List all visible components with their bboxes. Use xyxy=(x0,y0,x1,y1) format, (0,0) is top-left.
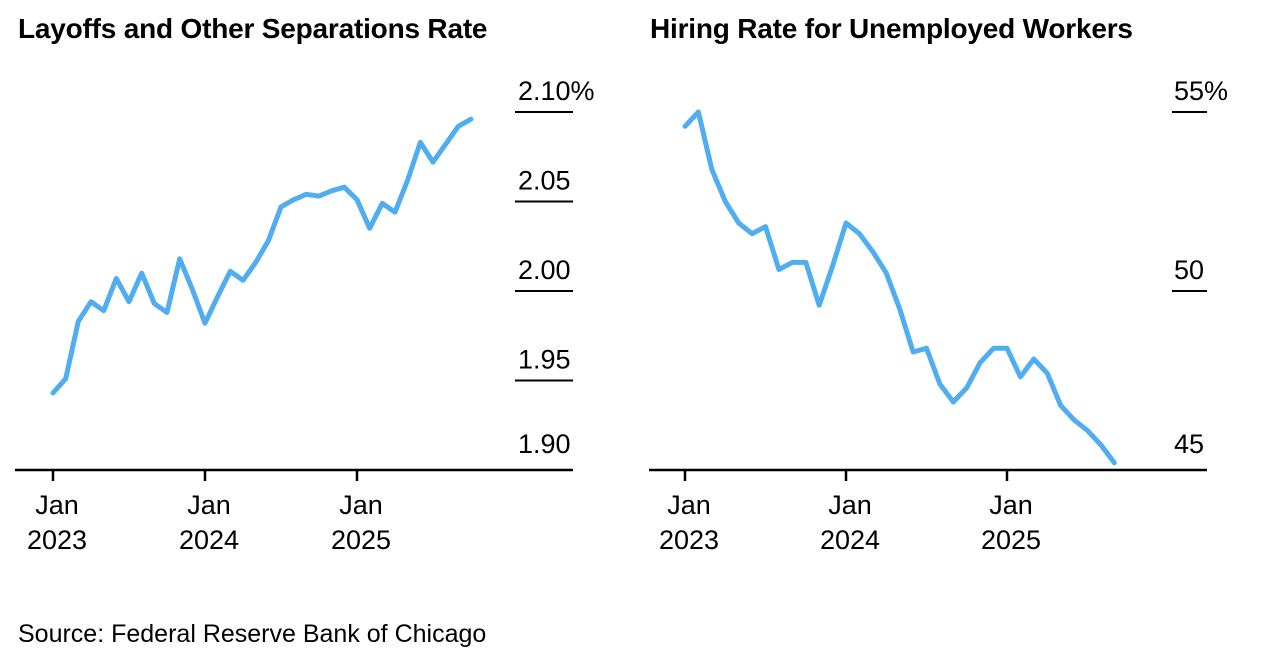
x-tick-label-month: Jan xyxy=(339,490,383,520)
chart-1: Jan 2023 Jan 2024 Jan 2025 55% 50 45 xyxy=(649,76,1228,555)
y-tick-label: 45 xyxy=(1174,429,1204,459)
y-tick-label: 55% xyxy=(1174,76,1228,106)
y-tick-label: 2.05 xyxy=(518,166,571,196)
x-tick-label-month: Jan xyxy=(989,490,1033,520)
x-tick-label-year: 2024 xyxy=(179,525,239,555)
x-tick-label-month: Jan xyxy=(35,490,79,520)
x-tick-label-year: 2024 xyxy=(820,525,880,555)
y-tick-label: 1.95 xyxy=(518,345,571,375)
source-note: Source: Federal Reserve Bank of Chicago xyxy=(18,620,487,648)
chart-title-hiring: Hiring Rate for Unemployed Workers xyxy=(650,13,1133,44)
x-tick-label-year: 2023 xyxy=(27,525,87,555)
y-tick-label: 1.90 xyxy=(518,429,571,459)
chart-0: Jan 2023 Jan 2024 Jan 2025 2.10% 2.05 2.00 1.95 1.… xyxy=(15,76,595,555)
x-tick-label-year: 2025 xyxy=(981,525,1041,555)
series-line xyxy=(50,116,474,396)
x-tick-label-month: Jan xyxy=(667,490,711,520)
chart-title-layoffs: Layoffs and Other Separations Rate xyxy=(18,13,488,44)
x-tick-label-month: Jan xyxy=(187,490,231,520)
y-tick-label: 2.10% xyxy=(518,76,595,106)
x-tick-label-month: Jan xyxy=(828,490,872,520)
series-line xyxy=(682,109,1117,466)
y-tick-label: 2.00 xyxy=(518,255,571,285)
y-tick-label: 50 xyxy=(1174,255,1204,285)
x-tick-label-year: 2023 xyxy=(659,525,719,555)
x-tick-label-year: 2025 xyxy=(331,525,391,555)
